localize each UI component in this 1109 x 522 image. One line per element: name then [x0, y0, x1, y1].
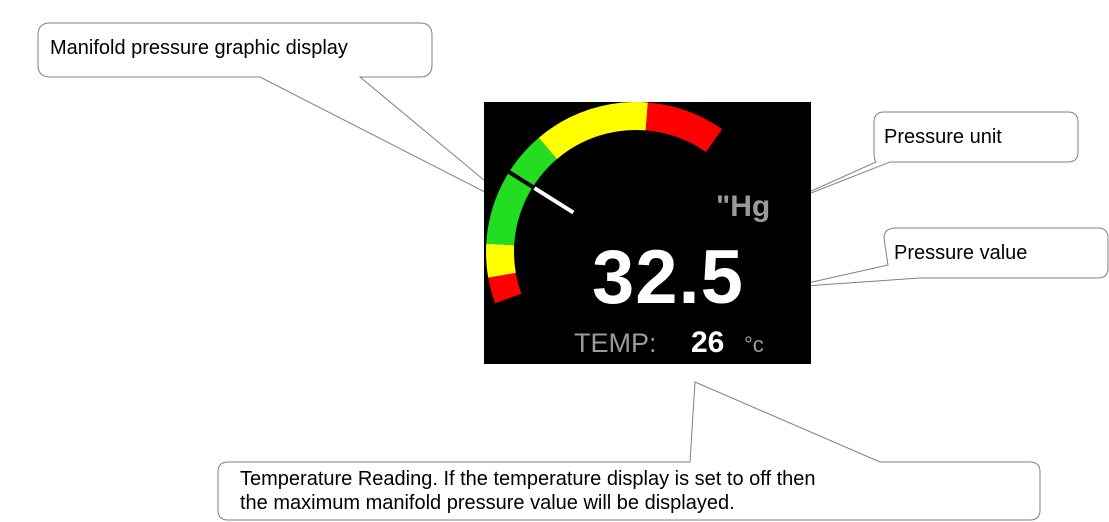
gauge-band-red-0 — [488, 272, 522, 304]
manifold-pressure-gauge — [486, 102, 723, 304]
temperature-unit: °c — [744, 332, 764, 357]
callout-unit-balloon — [777, 111, 1079, 207]
gauge-band-yellow-3 — [538, 102, 648, 160]
gauge-band-yellow-1 — [486, 243, 516, 278]
gauge-needle — [533, 186, 575, 215]
callout-value-label: Pressure value — [894, 242, 1028, 264]
temperature-value: 26 — [691, 326, 725, 359]
callout-temperature-balloon — [217, 381, 1041, 521]
temperature-label: TEMP: — [574, 328, 657, 358]
callout-value-balloon — [789, 227, 1109, 288]
gauge-band-red-4 — [645, 102, 723, 153]
callout-temperature-line2: the maximum manifold pressure value will… — [240, 492, 735, 514]
pressure-value: 32.5 — [592, 235, 744, 320]
callout-graphic-balloon — [37, 22, 521, 211]
pressure-unit: "Hg — [716, 190, 771, 223]
callout-graphic-label: Manifold pressure graphic display — [50, 37, 348, 59]
gauge-marker-tick — [506, 169, 536, 190]
gauge-band-green-2 — [486, 137, 557, 246]
callout-unit-label: Pressure unit — [884, 126, 1002, 148]
instrument-screen: "Hg 32.5 TEMP: 26 °c — [484, 102, 811, 364]
callout-temperature-line1: Temperature Reading. If the temperature … — [240, 468, 816, 490]
